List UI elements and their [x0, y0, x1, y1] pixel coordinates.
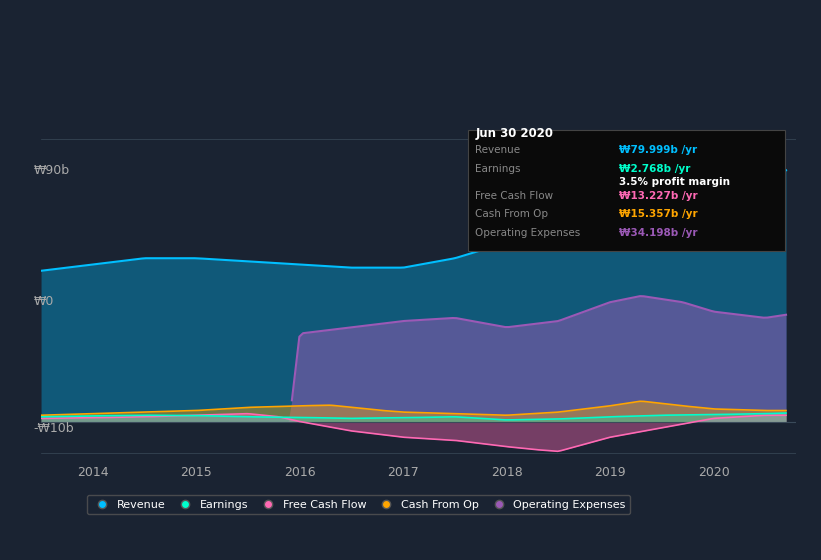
Text: ₩13.227b /yr: ₩13.227b /yr: [619, 191, 698, 201]
Text: Free Cash Flow: Free Cash Flow: [475, 191, 553, 201]
Text: 3.5% profit margin: 3.5% profit margin: [619, 178, 730, 188]
Text: Revenue: Revenue: [475, 146, 521, 156]
Text: ₩2.768b /yr: ₩2.768b /yr: [619, 164, 690, 174]
Text: ₩15.357b /yr: ₩15.357b /yr: [619, 209, 698, 220]
Text: Operating Expenses: Operating Expenses: [475, 228, 580, 238]
Text: ₩79.999b /yr: ₩79.999b /yr: [619, 146, 697, 156]
Text: -₩10b: -₩10b: [34, 422, 74, 436]
Legend: Revenue, Earnings, Free Cash Flow, Cash From Op, Operating Expenses: Revenue, Earnings, Free Cash Flow, Cash …: [86, 495, 630, 514]
Text: ₩34.198b /yr: ₩34.198b /yr: [619, 228, 697, 238]
Text: Jun 30 2020: Jun 30 2020: [475, 127, 553, 139]
Text: ₩0: ₩0: [34, 295, 54, 308]
Text: Cash From Op: Cash From Op: [475, 209, 548, 220]
Bar: [468, 130, 785, 251]
Text: Earnings: Earnings: [475, 164, 521, 174]
Text: ₩90b: ₩90b: [34, 164, 70, 176]
